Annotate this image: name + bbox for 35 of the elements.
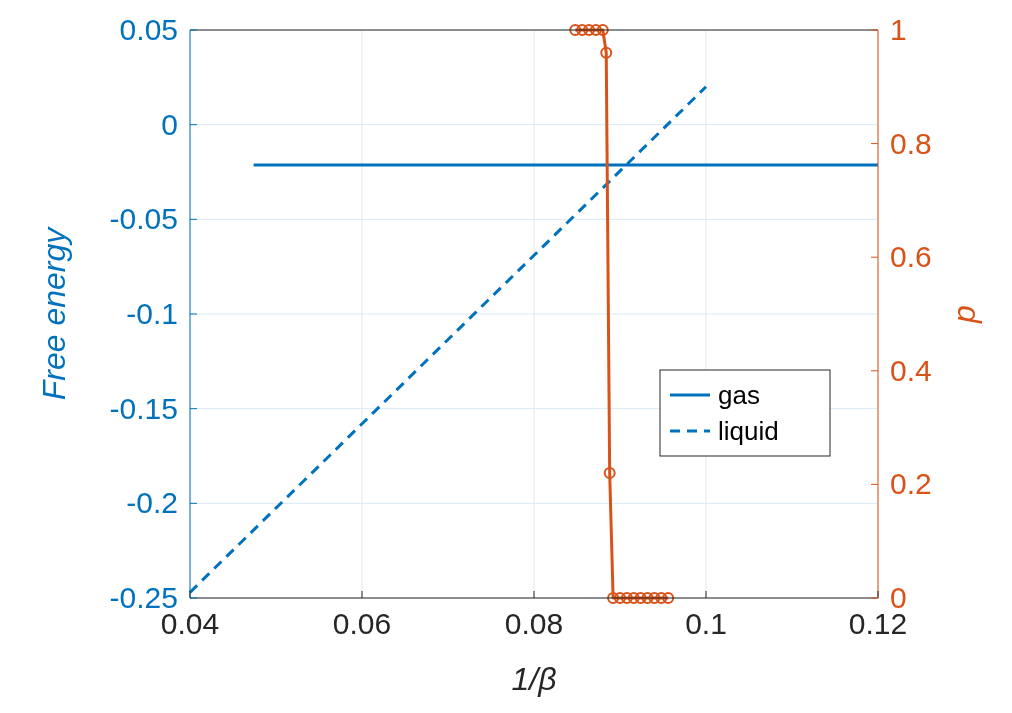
point	[662, 592, 675, 604]
point	[620, 592, 633, 604]
y2-axis-title: p	[946, 305, 982, 324]
y-tick-label: -0.1	[126, 297, 178, 330]
point	[583, 24, 596, 36]
y-tick-label: -0.05	[109, 202, 178, 236]
y-axis-title: Free energy	[36, 225, 72, 401]
x-axis-title: 1/β	[511, 661, 557, 697]
x-tick-label: 0.08	[504, 607, 564, 640]
point	[603, 467, 616, 480]
x-tick-label: 0.06	[332, 607, 392, 640]
point	[627, 592, 640, 604]
y-tick-label: -0.15	[109, 391, 178, 425]
point	[589, 24, 602, 36]
point	[569, 24, 582, 36]
x-tick-label: 0.1	[685, 607, 727, 640]
point	[576, 24, 589, 36]
y2-tick-label: 0.8	[890, 126, 932, 160]
y-tick-label: 0	[161, 107, 178, 141]
point	[641, 592, 654, 604]
point	[600, 46, 613, 59]
point	[596, 24, 609, 36]
y2-tick-label: 0.4	[890, 353, 932, 387]
y-tick-label: 0.05	[119, 13, 178, 46]
point	[614, 592, 626, 604]
y2-tick-label: 1	[890, 13, 907, 46]
legend-label: gas	[718, 380, 760, 410]
legend-label: liquid	[718, 416, 779, 446]
y2-tick-label: 0.2	[890, 467, 932, 501]
point	[634, 592, 647, 604]
y-tick-label: -0.2	[126, 486, 178, 520]
y2-tick-label: 0.6	[890, 240, 932, 274]
point	[648, 592, 661, 604]
point	[655, 592, 668, 604]
point	[607, 592, 620, 604]
